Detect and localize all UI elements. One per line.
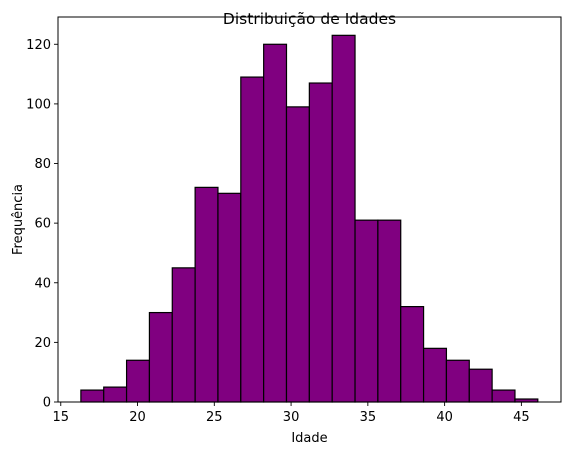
histogram-bar bbox=[80, 389, 105, 403]
y-tick-label: 80 bbox=[34, 157, 51, 172]
histogram-bar bbox=[125, 359, 151, 403]
histogram-bar bbox=[263, 43, 288, 403]
x-tick-label: 30 bbox=[283, 410, 300, 425]
x-tick-label: 40 bbox=[436, 410, 453, 425]
histogram-bar bbox=[148, 311, 173, 403]
histogram-bar bbox=[217, 192, 242, 403]
histogram-bar bbox=[308, 82, 333, 403]
y-tick-label: 40 bbox=[34, 276, 51, 291]
x-tick-label: 15 bbox=[52, 410, 69, 425]
histogram-bar bbox=[491, 389, 516, 403]
histogram-bar bbox=[468, 368, 493, 403]
y-tick-label: 0 bbox=[43, 396, 51, 411]
y-axis-label: Frequência bbox=[11, 184, 26, 255]
y-tick-label: 100 bbox=[26, 97, 51, 112]
histogram-bar bbox=[194, 186, 219, 403]
x-tick-label: 45 bbox=[513, 410, 530, 425]
histogram-bar bbox=[103, 386, 128, 403]
bars-group bbox=[80, 34, 539, 403]
histogram-bar bbox=[422, 347, 448, 403]
histogram-bar bbox=[331, 34, 356, 403]
histogram-bar bbox=[400, 306, 425, 403]
histogram-bar bbox=[377, 219, 402, 403]
histogram-bar bbox=[171, 267, 196, 403]
y-axis-ticks: 0 20 40 60 80 100 120 bbox=[26, 38, 58, 411]
x-tick-label: 20 bbox=[129, 410, 146, 425]
y-tick-label: 120 bbox=[26, 38, 51, 53]
x-tick-label: 35 bbox=[360, 410, 377, 425]
chart-title: Distribuição de Idades bbox=[223, 10, 396, 28]
histogram-bar bbox=[354, 219, 379, 403]
y-tick-label: 20 bbox=[34, 336, 51, 351]
plot-frame bbox=[57, 16, 562, 403]
y-tick-label: 60 bbox=[34, 217, 51, 232]
x-axis-ticks: 15 20 25 30 35 40 45 bbox=[52, 402, 530, 425]
x-axis-label: Idade bbox=[291, 431, 327, 446]
histogram-bar bbox=[240, 76, 265, 403]
x-tick-label: 25 bbox=[206, 410, 223, 425]
histogram-bar bbox=[445, 359, 470, 403]
histogram-bar bbox=[285, 106, 310, 403]
